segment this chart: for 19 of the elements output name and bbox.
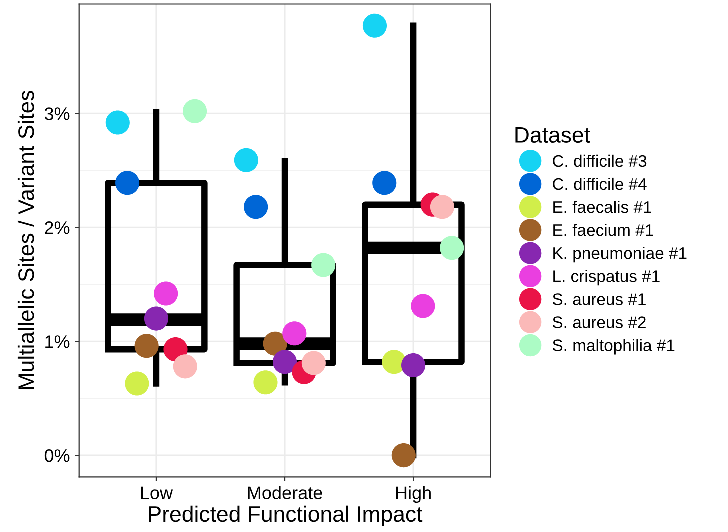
legend-label: S. maltophilia #1 [552, 339, 675, 355]
legend-label: E. faecalis #1 [554, 200, 652, 214]
y-tick-label: 3% [44, 108, 70, 120]
y-tick-label: 0% [44, 449, 70, 462]
legend-label: E. faecium #1 [554, 224, 654, 236]
y-tick-label: 1% [46, 336, 70, 348]
x-tick-label: Low [141, 486, 174, 500]
legend-label: L. crispatus #1 [554, 270, 660, 286]
legend-label: K. pneumoniae #1 [554, 247, 687, 263]
legend-label: S. aureus #1 [552, 294, 646, 306]
x-axis-title: Predicted Functional Impact [149, 506, 423, 527]
legend-label: S. aureus #2 [552, 316, 646, 328]
x-tick-label: High [396, 486, 431, 504]
y-axis-title: Multiallelic Sites / Variant Sites [18, 91, 34, 390]
legend-label: C. difficile #4 [553, 178, 647, 190]
y-tick-label: 2% [45, 222, 70, 234]
legend-label: C. difficile #3 [553, 154, 647, 168]
legend-title: Dataset [516, 128, 590, 144]
x-tick-label: Moderate [248, 486, 322, 500]
